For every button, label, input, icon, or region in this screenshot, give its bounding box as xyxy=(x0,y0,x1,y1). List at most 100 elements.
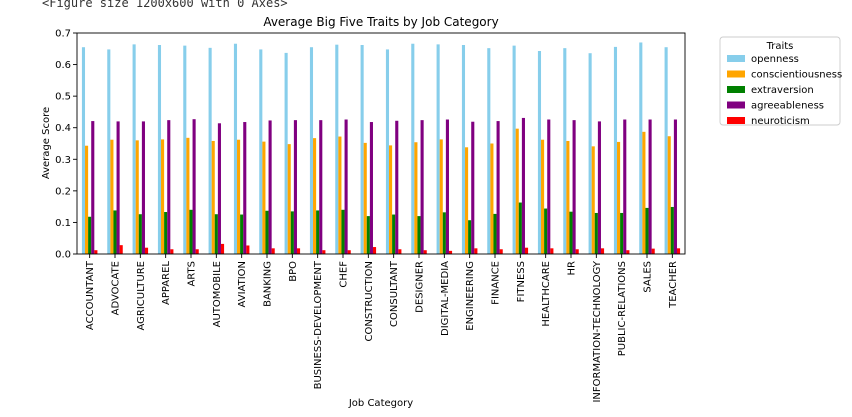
x-axis: ACCOUNTANT ADVOCATE AGRICULTURE APPAREL ARTS… xyxy=(85,254,679,403)
bar-neuroticism-bpo xyxy=(296,248,301,254)
legend-label-agreeableness: agreeableness xyxy=(751,101,824,112)
bar-neuroticism-public-relations xyxy=(626,250,630,254)
bar-conscientiousness-sales xyxy=(642,131,646,254)
bar-extraversion-agriculture xyxy=(138,214,142,254)
bar-neuroticism-digital-media xyxy=(448,250,453,254)
legend-frame xyxy=(719,36,841,126)
figure-caption: <Figure size 1200x600 with 0 Axes> xyxy=(42,0,288,10)
bar-neuroticism-consultant xyxy=(398,249,402,254)
bar-openness-business-development xyxy=(309,47,314,255)
bar-agreeableness-sales xyxy=(648,119,652,254)
bar-openness-consultant xyxy=(385,49,390,254)
x-tick-label: CHEF xyxy=(339,261,350,288)
bar-agreeableness-consultant xyxy=(395,120,399,255)
bar-openness-hr xyxy=(563,48,567,255)
bar-agreeableness-apparel xyxy=(167,120,171,254)
x-tick-label: ADVOCATE xyxy=(111,261,122,315)
bar-agreeableness-bpo xyxy=(293,120,297,254)
bar-openness-teacher xyxy=(664,47,668,255)
x-tick-label: FINANCE xyxy=(491,261,502,305)
bar-openness-agriculture xyxy=(132,44,136,255)
bar-openness-aviation xyxy=(233,43,238,255)
bar-conscientiousness-designer xyxy=(414,142,418,254)
bar-agreeableness-finance xyxy=(496,121,500,254)
y-tick-label: 0.3 xyxy=(55,155,71,166)
x-tick-label: INFORMATION-TECHNOLOGY xyxy=(592,260,603,402)
bar-extraversion-healthcare xyxy=(544,208,548,254)
bar-openness-healthcare xyxy=(537,51,542,254)
bar-conscientiousness-apparel xyxy=(161,139,165,254)
x-tick-label: SALES xyxy=(643,261,654,293)
bar-openness-sales xyxy=(639,42,643,254)
x-tick-label: BANKING xyxy=(263,261,274,307)
bar-extraversion-chef xyxy=(341,209,345,254)
legend-label-conscientiousness: conscientiousness xyxy=(751,70,842,81)
bar-openness-banking xyxy=(259,49,263,254)
y-tick-label: 0.5 xyxy=(55,92,71,103)
bars-layer xyxy=(81,42,681,255)
x-tick-label: BPO xyxy=(288,261,299,282)
bar-neuroticism-healthcare xyxy=(550,248,554,254)
bar-extraversion-automobile xyxy=(214,214,218,254)
legend-label-neuroticism: neuroticism xyxy=(751,116,810,127)
x-tick-label: ARTS xyxy=(187,261,198,287)
x-tick-label: APPAREL xyxy=(161,261,172,305)
bar-agreeableness-engineering xyxy=(471,121,475,254)
legend-swatch-agreeableness xyxy=(727,101,745,109)
bar-neuroticism-apparel xyxy=(170,249,174,254)
bar-agreeableness-digital-media xyxy=(445,119,449,254)
bar-conscientiousness-consultant xyxy=(389,145,393,254)
legend-swatch-conscientiousness xyxy=(727,70,745,78)
bar-agreeableness-fitness xyxy=(521,117,525,255)
bar-extraversion-digital-media xyxy=(442,212,446,254)
legend-label-openness: openness xyxy=(751,54,799,65)
bar-extraversion-teacher xyxy=(670,206,674,254)
bar-openness-engineering xyxy=(461,45,466,254)
bar-conscientiousness-teacher xyxy=(667,136,671,254)
bar-agreeableness-automobile xyxy=(217,123,221,254)
bar-openness-digital-media xyxy=(436,44,440,255)
y-tick-label: 0.7 xyxy=(55,29,71,40)
plot-frame xyxy=(76,32,686,255)
legend-items: openness conscientiousness extraversion agr… xyxy=(727,54,842,127)
bar-conscientiousness-construction xyxy=(363,142,367,254)
legend-swatch-neuroticism xyxy=(727,117,745,124)
bar-agreeableness-business-development xyxy=(319,120,323,254)
bar-conscientiousness-hr xyxy=(566,140,570,254)
bar-agreeableness-arts xyxy=(192,119,196,254)
bar-agreeableness-chef xyxy=(344,119,348,254)
bar-neuroticism-teacher xyxy=(676,248,681,254)
bar-extraversion-accountant xyxy=(88,216,92,254)
bar-neuroticism-designer xyxy=(423,250,427,254)
y-tick-label: 0.6 xyxy=(55,60,71,71)
bar-neuroticism-advocate xyxy=(119,245,123,254)
bar-extraversion-arts xyxy=(189,209,193,254)
bar-agreeableness-agriculture xyxy=(141,121,145,255)
bar-conscientiousness-fitness xyxy=(515,128,519,254)
bar-openness-bpo xyxy=(284,52,288,254)
x-tick-label: HR xyxy=(567,261,578,276)
bar-neuroticism-banking xyxy=(271,248,275,254)
bar-agreeableness-banking xyxy=(268,120,272,254)
x-tick-label: AUTOMOBILE xyxy=(212,261,223,327)
bar-neuroticism-agriculture xyxy=(144,247,149,254)
bar-openness-apparel xyxy=(157,45,162,254)
bar-neuroticism-construction xyxy=(372,247,377,254)
bar-agreeableness-hr xyxy=(572,120,576,254)
bar-openness-chef xyxy=(335,44,339,255)
bar-agreeableness-public-relations xyxy=(623,119,627,254)
x-tick-label: AGRICULTURE xyxy=(136,261,147,331)
legend-swatch-openness xyxy=(727,55,745,62)
bar-extraversion-public-relations xyxy=(620,212,624,254)
bar-conscientiousness-business-development xyxy=(313,138,317,254)
bar-extraversion-consultant xyxy=(392,214,396,254)
bar-openness-fitness xyxy=(512,45,516,254)
bar-conscientiousness-accountant xyxy=(85,145,89,254)
bar-conscientiousness-chef xyxy=(338,136,342,254)
bar-openness-public-relations xyxy=(613,46,618,254)
bar-conscientiousness-automobile xyxy=(211,140,215,254)
bar-conscientiousness-engineering xyxy=(465,147,469,254)
x-tick-label: DIGITAL-MEDIA xyxy=(440,261,451,336)
bar-extraversion-engineering xyxy=(468,220,472,254)
